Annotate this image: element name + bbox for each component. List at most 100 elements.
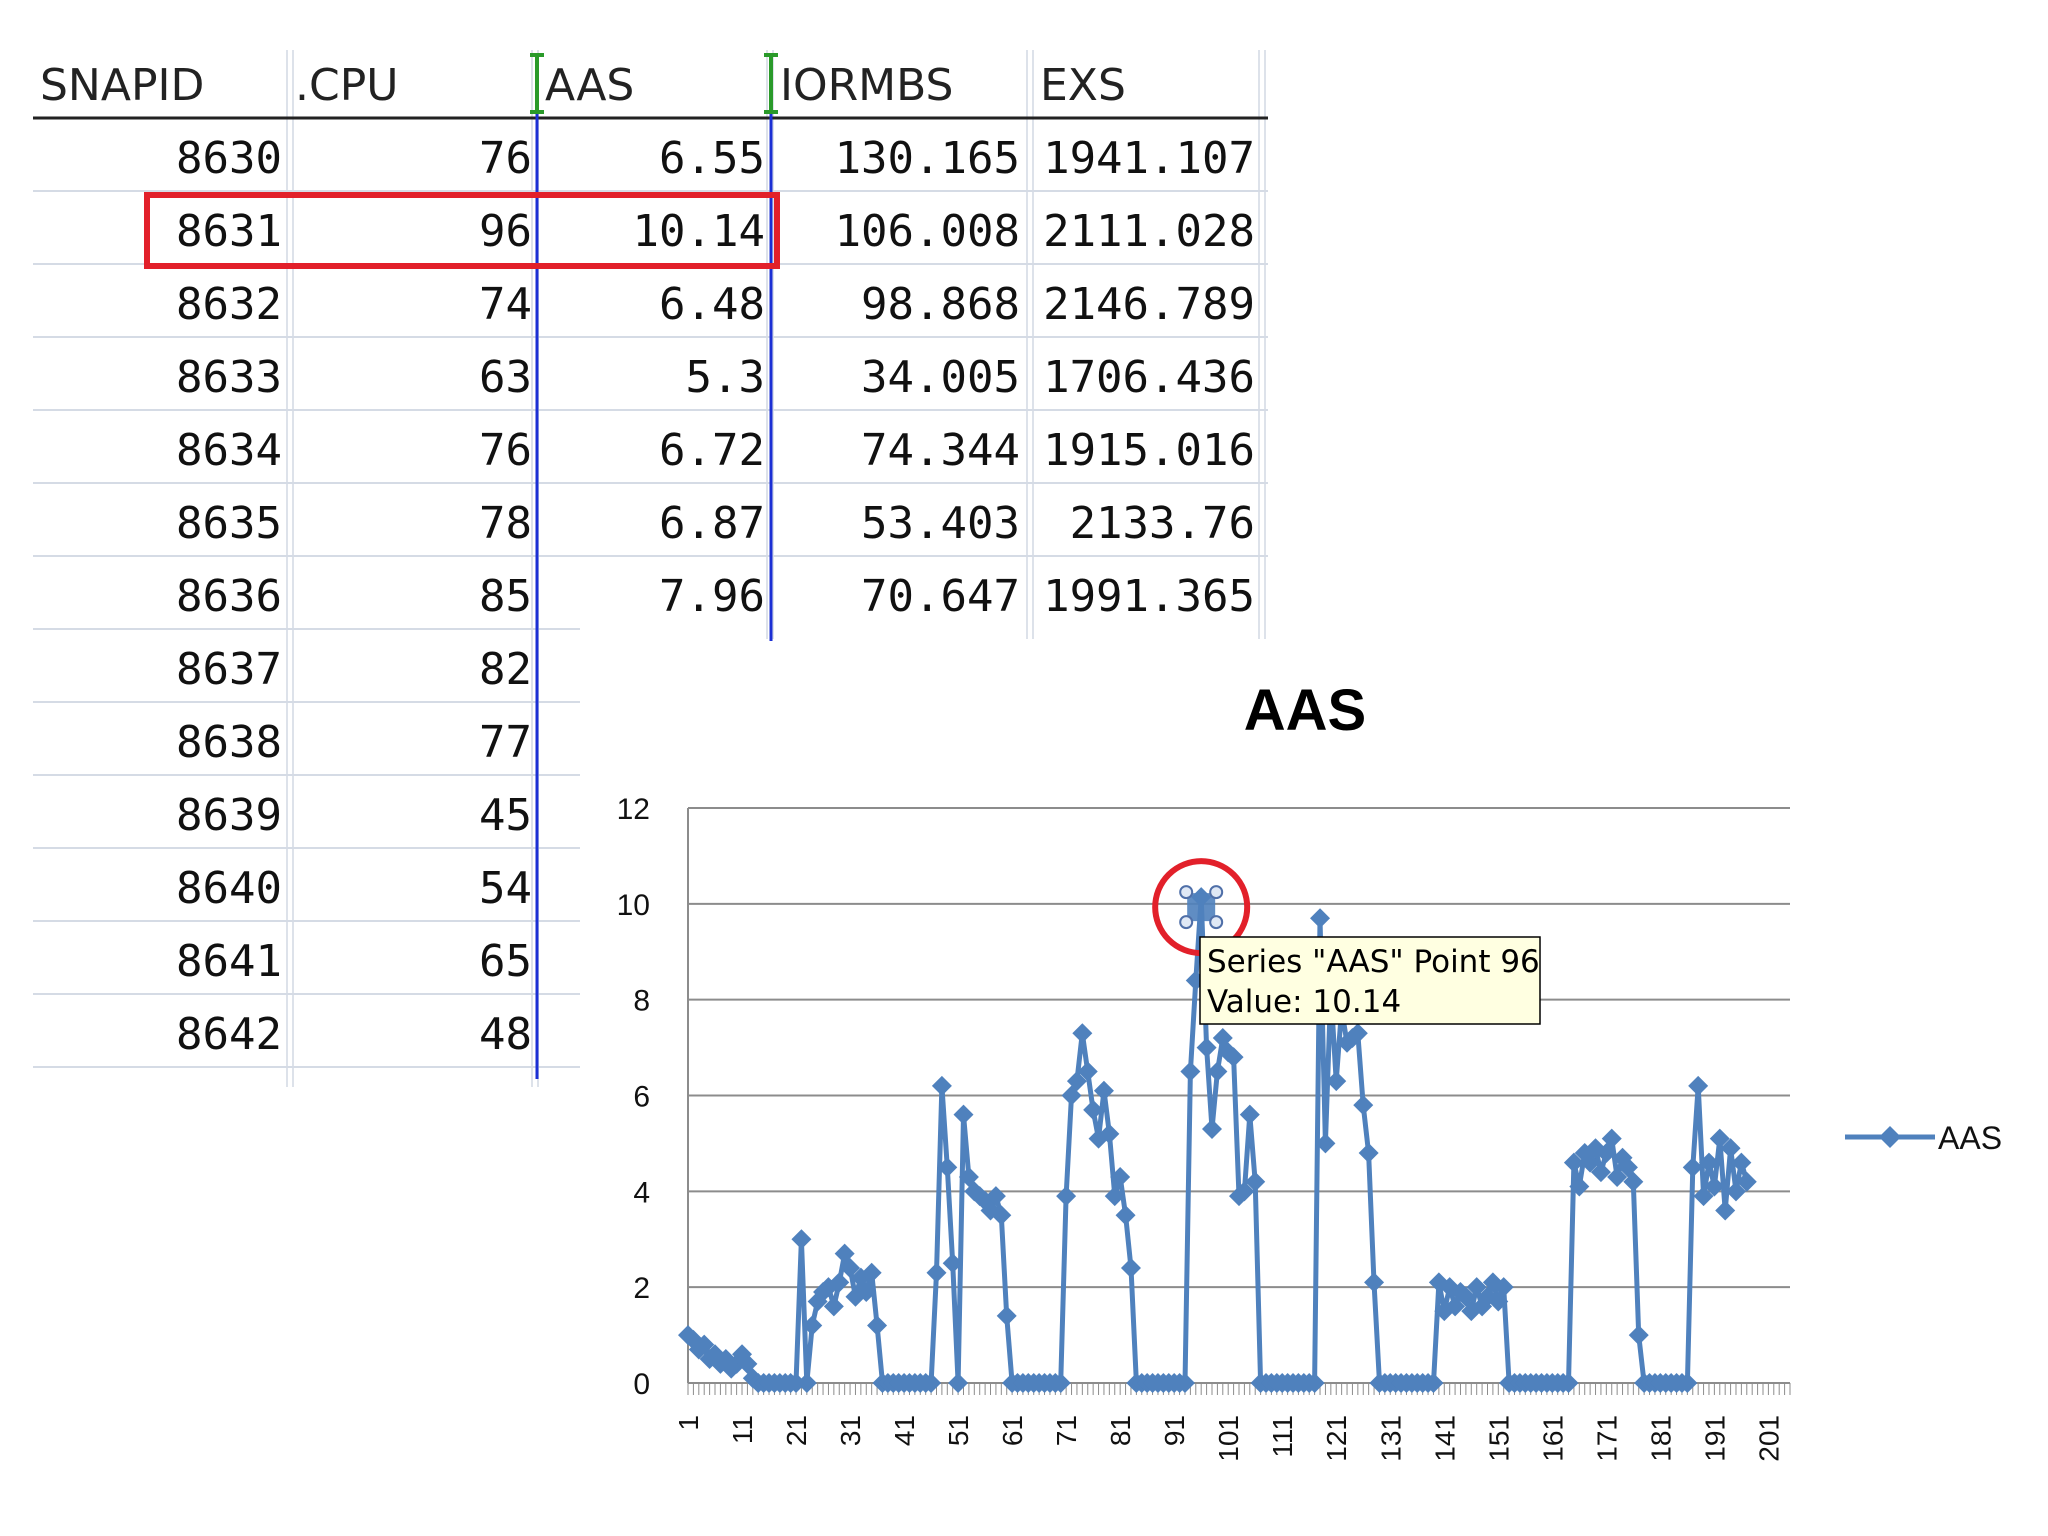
data-point-marker[interactable] bbox=[1725, 1181, 1746, 1202]
data-point-marker[interactable] bbox=[937, 1157, 958, 1178]
table-cell[interactable]: 5.3 bbox=[686, 352, 765, 403]
data-point-marker[interactable] bbox=[1056, 1186, 1077, 1207]
table-cell[interactable]: 77 bbox=[479, 717, 532, 768]
data-point-marker[interactable] bbox=[953, 1104, 974, 1125]
selected-point-core[interactable] bbox=[1187, 893, 1216, 922]
table-cell[interactable]: 8638 bbox=[176, 717, 282, 768]
table-cell[interactable]: 8641 bbox=[176, 936, 282, 987]
data-point-marker[interactable] bbox=[921, 1373, 942, 1393]
data-point-marker[interactable] bbox=[1072, 1023, 1093, 1044]
data-point-marker[interactable] bbox=[829, 1272, 850, 1293]
table-cell[interactable]: 8634 bbox=[176, 425, 282, 476]
table-cell[interactable]: 6.48 bbox=[659, 279, 765, 330]
table-cell[interactable]: 82 bbox=[479, 644, 532, 695]
table-cell[interactable]: 63 bbox=[479, 352, 532, 403]
data-point-marker[interactable] bbox=[867, 1315, 888, 1336]
data-point-marker[interactable] bbox=[1693, 1186, 1714, 1207]
data-point-marker[interactable] bbox=[1050, 1373, 1071, 1393]
table-cell[interactable]: 8642 bbox=[176, 1009, 282, 1060]
table-cell[interactable]: 96 bbox=[479, 206, 532, 257]
data-point-marker[interactable] bbox=[1720, 1138, 1741, 1159]
table-cell[interactable]: 8630 bbox=[176, 133, 282, 184]
table-cell[interactable]: 65 bbox=[479, 936, 532, 987]
data-point-marker[interactable] bbox=[856, 1281, 877, 1302]
table-cell[interactable]: 1706.436 bbox=[1043, 352, 1255, 403]
data-point-marker[interactable] bbox=[1115, 1205, 1136, 1226]
col-header-aas[interactable]: AAS bbox=[545, 60, 634, 111]
data-point-marker[interactable] bbox=[985, 1186, 1006, 1207]
table-cell[interactable]: 76 bbox=[479, 425, 532, 476]
data-point-marker[interactable] bbox=[1093, 1080, 1114, 1101]
table-cell[interactable]: 98.868 bbox=[861, 279, 1020, 330]
data-point-marker[interactable] bbox=[1623, 1171, 1644, 1192]
data-point-marker[interactable] bbox=[1104, 1186, 1125, 1207]
data-point-marker[interactable] bbox=[1590, 1162, 1611, 1183]
data-point-marker[interactable] bbox=[1563, 1152, 1584, 1173]
table-cell[interactable]: 85 bbox=[479, 571, 532, 622]
data-point-marker[interactable] bbox=[1731, 1152, 1752, 1173]
data-point-marker[interactable] bbox=[1223, 1047, 1244, 1068]
table-cell[interactable]: 106.008 bbox=[835, 206, 1020, 257]
data-point-marker[interactable] bbox=[1715, 1200, 1736, 1221]
data-point-marker[interactable] bbox=[1682, 1157, 1703, 1178]
table-cell[interactable]: 130.165 bbox=[835, 133, 1020, 184]
data-point-marker[interactable] bbox=[1174, 1373, 1195, 1393]
data-point-marker[interactable] bbox=[1688, 1075, 1709, 1096]
data-point-marker[interactable] bbox=[1196, 1037, 1217, 1058]
data-point-marker[interactable] bbox=[796, 1373, 817, 1393]
data-point-marker[interactable] bbox=[802, 1315, 823, 1336]
col-header-snapid[interactable]: SNAPID bbox=[40, 60, 204, 111]
data-point-marker[interactable] bbox=[1736, 1171, 1757, 1192]
table-cell[interactable]: 8632 bbox=[176, 279, 282, 330]
selection-handle[interactable] bbox=[1179, 885, 1194, 900]
table-cell[interactable]: 8633 bbox=[176, 352, 282, 403]
table-cell[interactable]: 76 bbox=[479, 133, 532, 184]
data-point-marker[interactable] bbox=[1466, 1277, 1487, 1298]
data-point-marker[interactable] bbox=[1347, 1023, 1368, 1044]
data-point-marker[interactable] bbox=[1698, 1152, 1719, 1173]
data-point-marker[interactable] bbox=[791, 1229, 812, 1250]
data-point-marker[interactable] bbox=[861, 1262, 882, 1283]
table-cell[interactable]: 70.647 bbox=[861, 571, 1020, 622]
data-point-marker[interactable] bbox=[823, 1296, 844, 1317]
data-point-marker[interactable] bbox=[1628, 1325, 1649, 1346]
table-cell[interactable]: 8636 bbox=[176, 571, 282, 622]
data-point-marker[interactable] bbox=[1110, 1166, 1131, 1187]
table-cell[interactable]: 8639 bbox=[176, 790, 282, 841]
table-cell[interactable]: 34.005 bbox=[861, 352, 1020, 403]
data-point-marker[interactable] bbox=[942, 1253, 963, 1274]
data-point-marker[interactable] bbox=[1066, 1071, 1087, 1092]
data-point-marker[interactable] bbox=[1364, 1272, 1385, 1293]
table-cell[interactable]: 48 bbox=[479, 1009, 532, 1060]
table-cell[interactable]: 6.72 bbox=[659, 425, 765, 476]
data-point-marker[interactable] bbox=[1083, 1099, 1104, 1120]
selection-handle[interactable] bbox=[1209, 885, 1224, 900]
selection-handle[interactable] bbox=[1179, 915, 1194, 930]
data-point-marker[interactable] bbox=[1245, 1171, 1266, 1192]
data-point-marker[interactable] bbox=[948, 1373, 969, 1393]
col-header-exs[interactable]: EXS bbox=[1040, 60, 1126, 111]
data-point-marker[interactable] bbox=[931, 1075, 952, 1096]
table-cell[interactable]: 8637 bbox=[176, 644, 282, 695]
data-point-marker[interactable] bbox=[1569, 1176, 1590, 1197]
table-cell[interactable]: 8640 bbox=[176, 863, 282, 914]
data-point-marker[interactable] bbox=[926, 1262, 947, 1283]
data-point-marker[interactable] bbox=[1120, 1258, 1141, 1278]
table-cell[interactable]: 8635 bbox=[176, 498, 282, 549]
data-point-marker[interactable] bbox=[1709, 1128, 1730, 1149]
data-point-marker[interactable] bbox=[1310, 908, 1331, 929]
data-point-marker[interactable] bbox=[1326, 1071, 1347, 1092]
data-point-marker[interactable] bbox=[1353, 1095, 1374, 1116]
data-point-marker[interactable] bbox=[1607, 1166, 1628, 1187]
table-cell[interactable]: 54 bbox=[479, 863, 532, 914]
data-point-marker[interactable] bbox=[1358, 1143, 1379, 1163]
data-point-marker[interactable] bbox=[1493, 1277, 1514, 1298]
data-point-marker[interactable] bbox=[1558, 1373, 1579, 1393]
table-cell[interactable]: 2111.028 bbox=[1043, 206, 1255, 257]
data-point-marker[interactable] bbox=[1315, 1133, 1336, 1154]
table-cell[interactable]: 2146.789 bbox=[1043, 279, 1255, 330]
table-cell[interactable]: 53.403 bbox=[861, 498, 1020, 549]
table-cell[interactable]: 10.14 bbox=[633, 206, 765, 257]
col-header-iormbs[interactable]: IORMBS bbox=[780, 60, 954, 111]
